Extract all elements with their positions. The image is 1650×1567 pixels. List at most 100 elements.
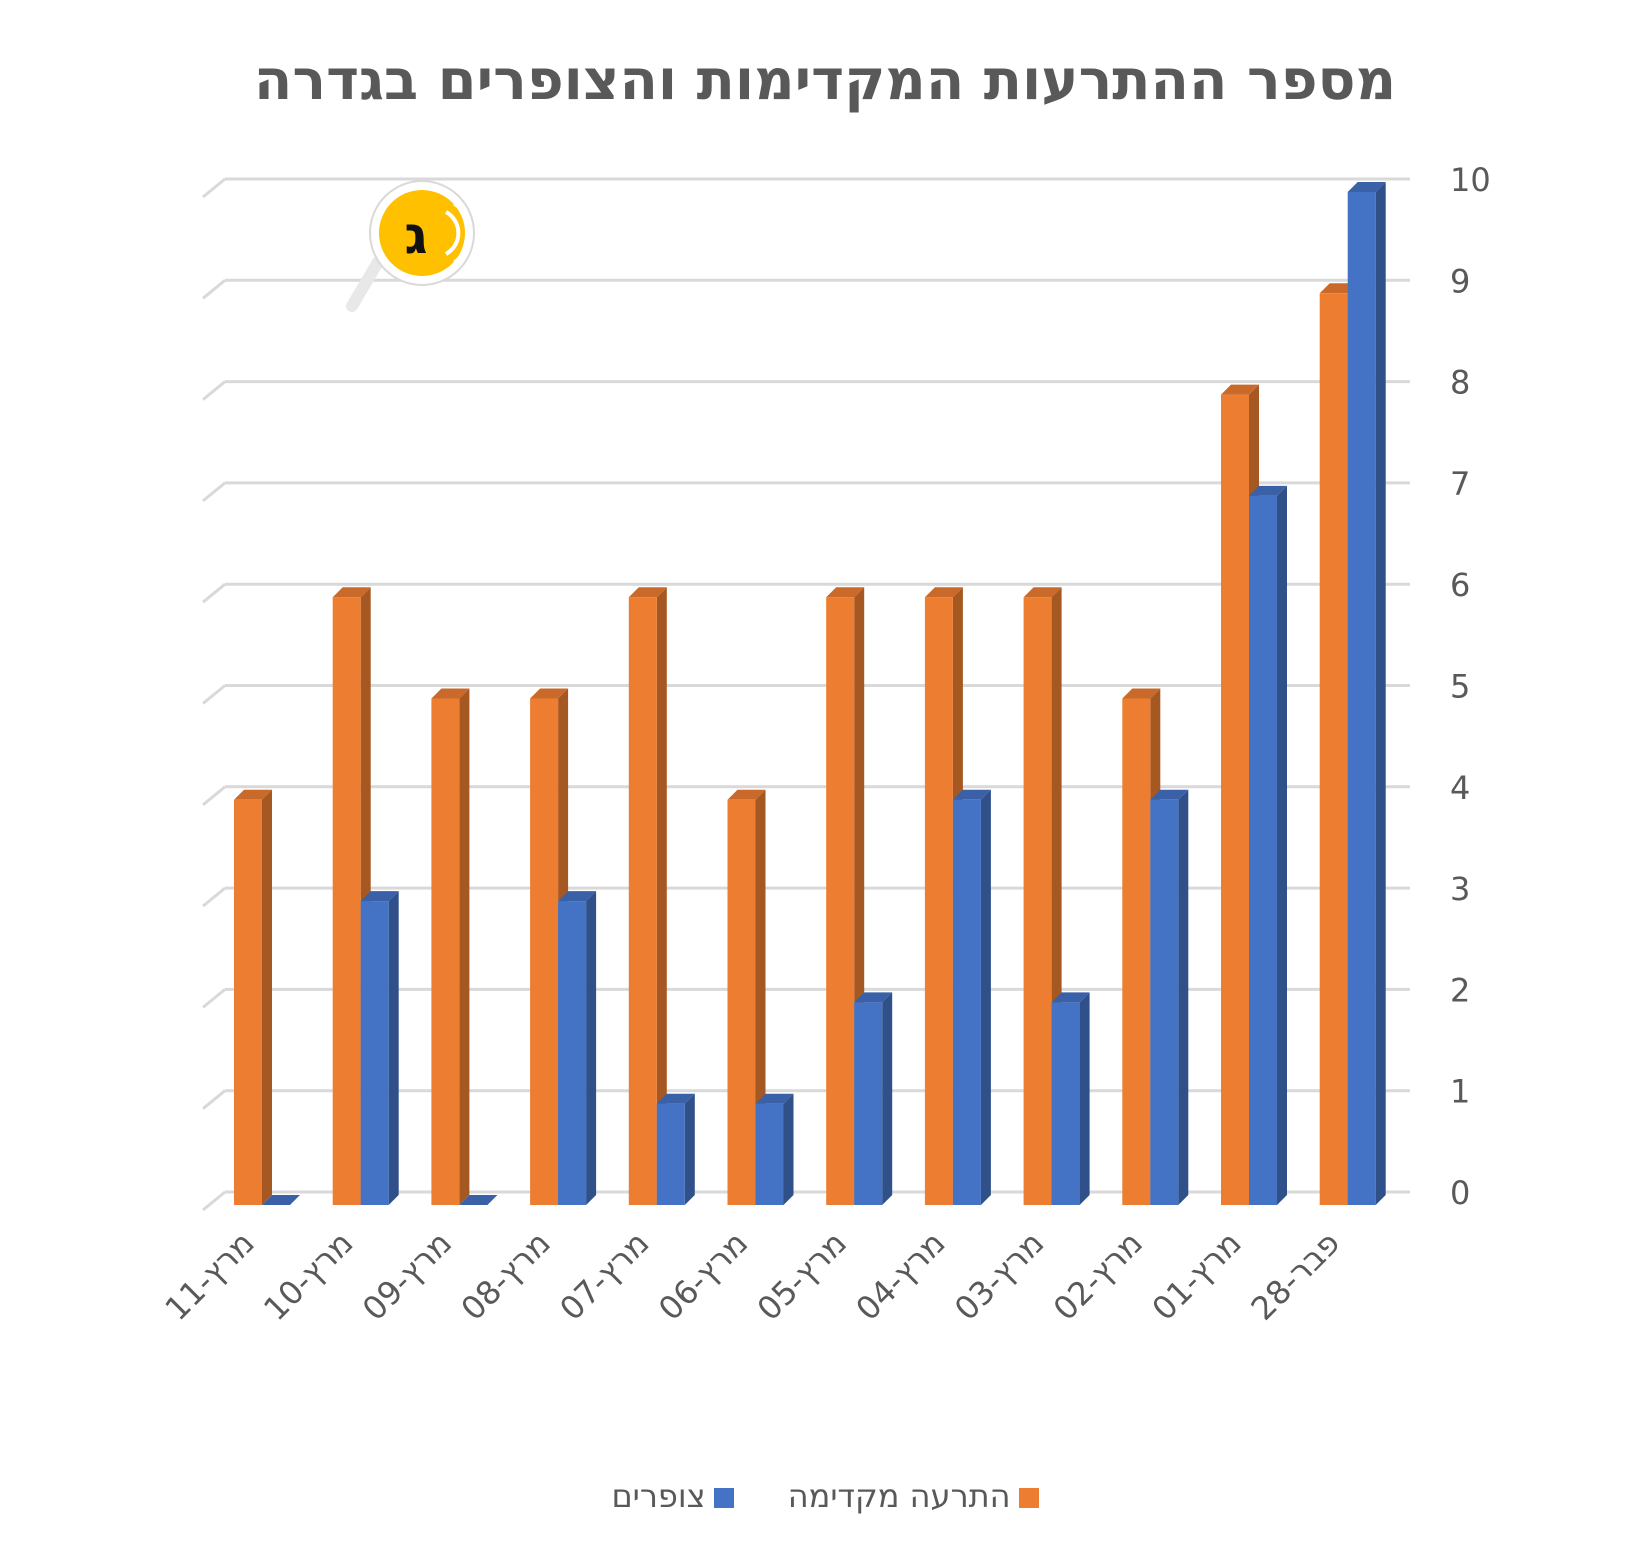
bar: [459, 1195, 498, 1205]
gridline-depth: [202, 583, 226, 604]
bar-top: [234, 789, 272, 800]
bar-top: [1051, 992, 1090, 1003]
bar-top: [1347, 182, 1386, 192]
bar-top: [924, 587, 963, 598]
bar-side: [684, 1093, 695, 1205]
bar: [656, 1093, 695, 1205]
bar-top: [628, 587, 667, 598]
y-tick-label: 7: [1450, 465, 1470, 503]
x-tick-label: 01-מרץ: [1144, 1224, 1248, 1328]
logo-letter: ג: [404, 206, 427, 266]
x-tick-label: 04-מרץ: [848, 1224, 952, 1328]
gridline-depth: [202, 177, 226, 199]
y-tick-label: 6: [1450, 566, 1470, 604]
y-tick-label: 4: [1450, 769, 1470, 807]
bar-front: [1249, 495, 1277, 1205]
gridline-depth: [202, 785, 226, 806]
bar-top: [755, 1093, 794, 1104]
bar: [1051, 992, 1090, 1205]
bar-top: [854, 992, 893, 1003]
bar-front: [1221, 394, 1249, 1206]
bar-front: [1319, 293, 1348, 1205]
bar: [262, 1195, 300, 1205]
bar-side: [783, 1093, 794, 1205]
bar-side: [459, 688, 470, 1205]
bars: [234, 182, 1386, 1206]
bar-top: [431, 688, 470, 699]
bar-side: [980, 789, 991, 1205]
bar-front: [656, 1103, 685, 1205]
legend-label: התרעה מקדימה: [787, 1477, 1011, 1515]
bar-front: [431, 698, 460, 1205]
bar-front: [924, 597, 953, 1205]
y-tick-label: 0: [1450, 1174, 1470, 1212]
bar-front: [755, 1103, 784, 1205]
bar-side: [262, 789, 272, 1205]
legend-swatch: [1018, 1488, 1039, 1508]
legend: התרעה מקדימה צופרים: [0, 1475, 1650, 1515]
bar-top: [727, 789, 766, 800]
gridline-depth: [202, 279, 226, 300]
gridline-depth: [202, 1190, 226, 1212]
bar-top: [1023, 587, 1062, 598]
y-tick-label: 3: [1450, 870, 1470, 908]
gridline-depth: [202, 380, 226, 401]
bar: [755, 1093, 794, 1205]
gridline-depth: [202, 988, 226, 1009]
bar-side: [882, 992, 893, 1205]
bar-side: [388, 891, 399, 1205]
bar-top: [360, 891, 399, 902]
bar-top: [826, 587, 865, 598]
chart-title: מספר ההתרעות המקדימות והצופרים בגדרה: [253, 48, 1397, 113]
bar: [360, 891, 399, 1205]
bar-top: [530, 688, 569, 699]
x-tick-label: 03-מרץ: [947, 1224, 1051, 1328]
bar-front: [1051, 1002, 1080, 1205]
bar-front: [234, 799, 262, 1205]
bar: [234, 789, 272, 1205]
gridline-depth: [202, 684, 226, 705]
bar-side: [656, 587, 667, 1205]
y-tick-label: 1: [1450, 1073, 1470, 1111]
bar-front: [1122, 698, 1151, 1205]
x-tick-label: 07-מרץ: [552, 1224, 656, 1328]
bar-front: [530, 698, 559, 1205]
bar: [1347, 182, 1386, 1205]
y-tick-label: 9: [1450, 262, 1470, 300]
bar: [727, 789, 766, 1205]
gridline-depth: [202, 886, 226, 908]
x-tick-label: 11-מרץ: [157, 1224, 261, 1328]
legend-label: צופרים: [611, 1477, 706, 1515]
bar-front: [1347, 192, 1376, 1205]
bar-top: [1249, 485, 1287, 496]
bar-side: [1375, 182, 1386, 1205]
bar: [1150, 789, 1189, 1205]
x-tick-label: 08-מרץ: [454, 1224, 558, 1328]
bar-top: [332, 587, 371, 598]
bar-front: [332, 597, 361, 1205]
bar-front: [558, 901, 587, 1205]
bar-top: [1122, 688, 1161, 699]
bar-top: [459, 1195, 498, 1205]
x-tick-label: 05-מרץ: [750, 1224, 854, 1328]
bar-top: [1150, 789, 1189, 800]
bar: [628, 587, 667, 1205]
x-tick-label: 10-מרץ: [256, 1224, 360, 1328]
magnifier-badge-icon: ג: [346, 180, 475, 312]
bar-top: [952, 789, 991, 800]
x-tick-label: 28-פבר: [1244, 1224, 1348, 1328]
bar-front: [628, 597, 657, 1205]
y-tick-label: 10: [1450, 161, 1491, 199]
bar: [558, 891, 597, 1205]
bar-side: [1277, 485, 1287, 1205]
bar-front: [1023, 597, 1052, 1205]
legend-item-orange: התרעה מקדימה: [788, 1477, 1039, 1515]
bar-top: [1221, 384, 1259, 395]
bar: [854, 992, 893, 1205]
bar-side: [1079, 992, 1090, 1205]
bar-front: [360, 901, 389, 1205]
legend-swatch: [713, 1488, 734, 1508]
bar-front: [727, 799, 756, 1205]
bar-front: [952, 799, 981, 1205]
x-tick-label: 06-מרץ: [651, 1224, 755, 1328]
